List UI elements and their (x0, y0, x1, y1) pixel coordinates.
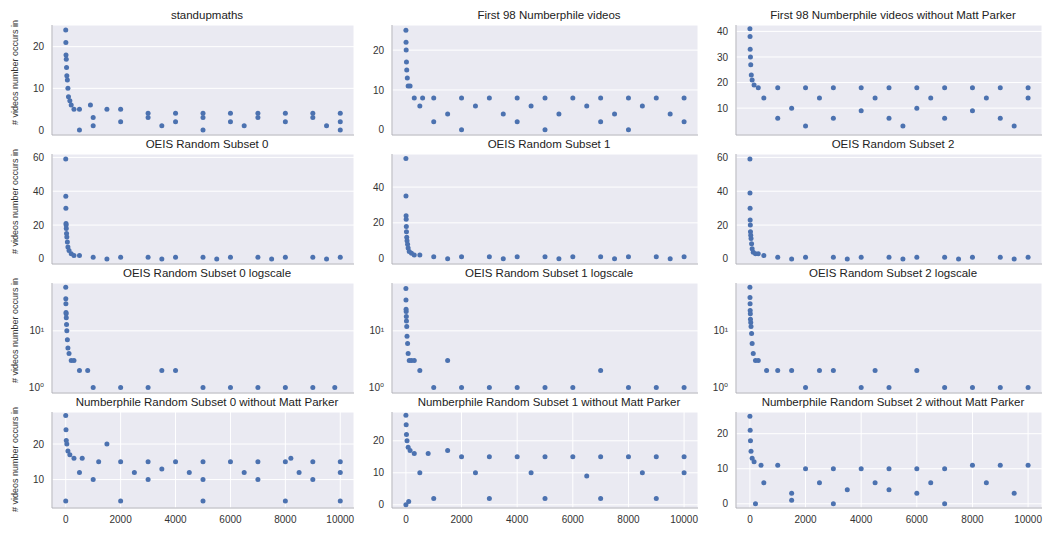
html-text:OEIS Random Subset 1 logscale: OEIS Random Subset 1 logscale (464, 267, 634, 279)
svg-text:0: 0 (38, 125, 44, 136)
svg-text:40: 40 (33, 186, 45, 197)
svg-text:10¹: 10¹ (30, 325, 45, 336)
svg-text:0: 0 (38, 253, 44, 264)
svg-text:20: 20 (33, 220, 45, 231)
svg-text:0: 0 (722, 498, 728, 509)
html-text:standupmaths: standupmaths (170, 9, 244, 21)
svg-text:4000: 4000 (164, 514, 187, 524)
html-text:Numberphile Random Subset 2 wi: Numberphile Random Subset 2 without Matt… (761, 396, 1025, 408)
svg-text:4000: 4000 (506, 514, 529, 524)
html-text:Numberphile Random Subset 1 wi: Numberphile Random Subset 1 without Matt… (417, 396, 681, 408)
svg-text:0: 0 (747, 514, 753, 524)
svg-text:10: 10 (717, 103, 729, 114)
html-text:# videos number occurs in: # videos number occurs in (10, 407, 20, 512)
svg-text:10000: 10000 (670, 514, 698, 524)
svg-text:10: 10 (717, 463, 729, 474)
html-text:OEIS Random Subset 1: OEIS Random Subset 1 (487, 138, 611, 150)
html-text:# videos number occurs in: # videos number occurs in (10, 149, 20, 254)
svg-text:4000: 4000 (850, 514, 873, 524)
svg-text:8000: 8000 (617, 514, 640, 524)
svg-text:40: 40 (373, 182, 385, 193)
svg-text:60: 60 (33, 152, 45, 163)
html-text:First 98 Numberphile videos wi: First 98 Numberphile videos without Matt… (770, 9, 1016, 21)
svg-text:2000: 2000 (110, 514, 133, 524)
svg-text:10000: 10000 (326, 514, 354, 524)
html-text:# videos number occurs in: # videos number occurs in (10, 278, 20, 383)
html-text:OEIS Random Subset 0 logscale: OEIS Random Subset 0 logscale (122, 267, 292, 279)
svg-text:20: 20 (33, 41, 45, 52)
svg-text:40: 40 (717, 186, 729, 197)
svg-text:40: 40 (717, 26, 729, 37)
html-text:OEIS Random Subset 2 logscale: OEIS Random Subset 2 logscale (808, 267, 978, 279)
svg-text:10: 10 (33, 474, 45, 485)
html-text:Numberphile Random Subset 0 wi: Numberphile Random Subset 0 without Matt… (75, 396, 339, 408)
svg-text:0: 0 (403, 514, 409, 524)
svg-text:30: 30 (717, 52, 729, 63)
svg-text:20: 20 (33, 439, 45, 450)
svg-text:20: 20 (373, 45, 385, 56)
svg-text:8000: 8000 (961, 514, 984, 524)
svg-text:8000: 8000 (274, 514, 297, 524)
svg-text:0: 0 (63, 514, 69, 524)
svg-text:20: 20 (717, 77, 729, 88)
svg-text:10: 10 (373, 467, 385, 478)
svg-text:10⁰: 10⁰ (29, 382, 44, 393)
html-text:First 98 Numberphile videos: First 98 Numberphile videos (477, 9, 621, 21)
html-text:OEIS Random Subset 2: OEIS Random Subset 2 (831, 138, 955, 150)
html-text:# videos number occurs in: # videos number occurs in (10, 20, 20, 125)
svg-text:0: 0 (722, 253, 728, 264)
svg-text:10: 10 (33, 83, 45, 94)
svg-text:0: 0 (378, 253, 384, 264)
svg-text:6000: 6000 (562, 514, 585, 524)
svg-text:6000: 6000 (906, 514, 929, 524)
svg-text:20: 20 (373, 435, 385, 446)
svg-text:10¹: 10¹ (370, 325, 385, 336)
svg-text:2000: 2000 (794, 514, 817, 524)
svg-text:10000: 10000 (1014, 514, 1042, 524)
svg-text:20: 20 (717, 220, 729, 231)
svg-text:10¹: 10¹ (714, 325, 729, 336)
svg-text:0: 0 (378, 124, 384, 135)
svg-text:60: 60 (717, 152, 729, 163)
svg-text:20: 20 (373, 217, 385, 228)
svg-text:6000: 6000 (219, 514, 242, 524)
svg-text:10: 10 (373, 85, 385, 96)
svg-text:2000: 2000 (450, 514, 473, 524)
svg-text:10⁰: 10⁰ (713, 382, 728, 393)
svg-text:20: 20 (717, 428, 729, 439)
svg-text:10⁰: 10⁰ (369, 382, 384, 393)
html-text:OEIS Random Subset 0: OEIS Random Subset 0 (145, 138, 269, 150)
svg-text:0: 0 (378, 499, 384, 510)
